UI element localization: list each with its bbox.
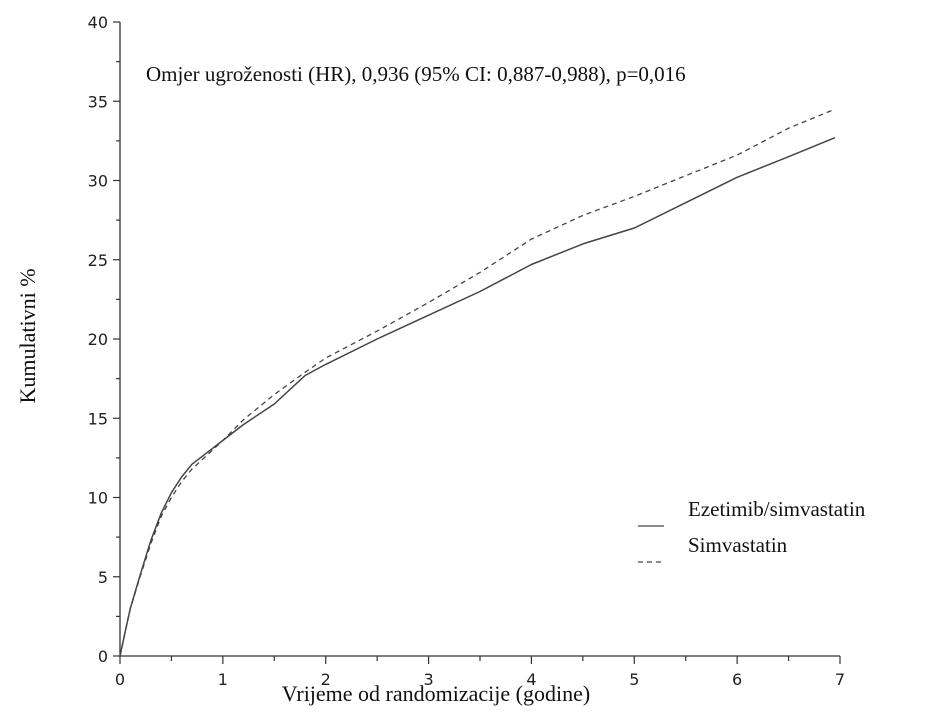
x-tick-label: 3 bbox=[423, 670, 433, 689]
y-axis: 0 5 10 15 20 25 30 35 40 bbox=[88, 13, 121, 666]
y-tick-label: 40 bbox=[88, 13, 108, 32]
y-axis-title: Kumulativni % bbox=[15, 268, 40, 403]
x-axis: 0 1 2 3 4 5 6 7 bbox=[115, 655, 845, 689]
hazard-ratio-annotation: Omjer ugroženosti (HR), 0,936 (95% CI: 0… bbox=[146, 62, 686, 86]
legend-item-simvastatin: Simvastatin bbox=[638, 533, 788, 563]
x-tick-label: 5 bbox=[629, 670, 639, 689]
y-tick-label: 0 bbox=[98, 647, 108, 666]
y-tick-label: 20 bbox=[88, 330, 108, 349]
legend-label-simvastatin: Simvastatin bbox=[688, 533, 788, 557]
x-tick-label: 1 bbox=[218, 670, 228, 689]
series-layer bbox=[119, 108, 836, 657]
x-tick-label: 4 bbox=[526, 670, 536, 689]
x-tick-label: 2 bbox=[321, 670, 331, 689]
y-tick-label: 10 bbox=[88, 489, 108, 508]
y-tick-label: 15 bbox=[88, 409, 108, 428]
x-tick-label: 6 bbox=[732, 670, 742, 689]
x-tick-label: 7 bbox=[835, 670, 845, 689]
y-tick-label: 25 bbox=[88, 251, 108, 270]
series-line-ezetimib-simvastatin bbox=[119, 137, 836, 657]
y-tick-label: 30 bbox=[88, 172, 108, 191]
y-tick-label: 5 bbox=[98, 568, 108, 587]
legend: Ezetimib/simvastatin Simvastatin bbox=[638, 497, 866, 563]
y-ticks: 0 5 10 15 20 25 30 35 40 bbox=[88, 13, 120, 666]
x-tick-label: 0 bbox=[115, 670, 125, 689]
x-axis-title: Vrijeme od randomizacije (godine) bbox=[282, 681, 590, 706]
x-ticks: 0 1 2 3 4 5 6 7 bbox=[115, 656, 845, 689]
legend-label-ezetimib-simvastatin: Ezetimib/simvastatin bbox=[688, 497, 866, 521]
y-tick-label: 35 bbox=[88, 92, 108, 111]
series-line-simvastatin bbox=[119, 108, 836, 657]
legend-item-ezetimib-simvastatin: Ezetimib/simvastatin bbox=[638, 497, 866, 527]
